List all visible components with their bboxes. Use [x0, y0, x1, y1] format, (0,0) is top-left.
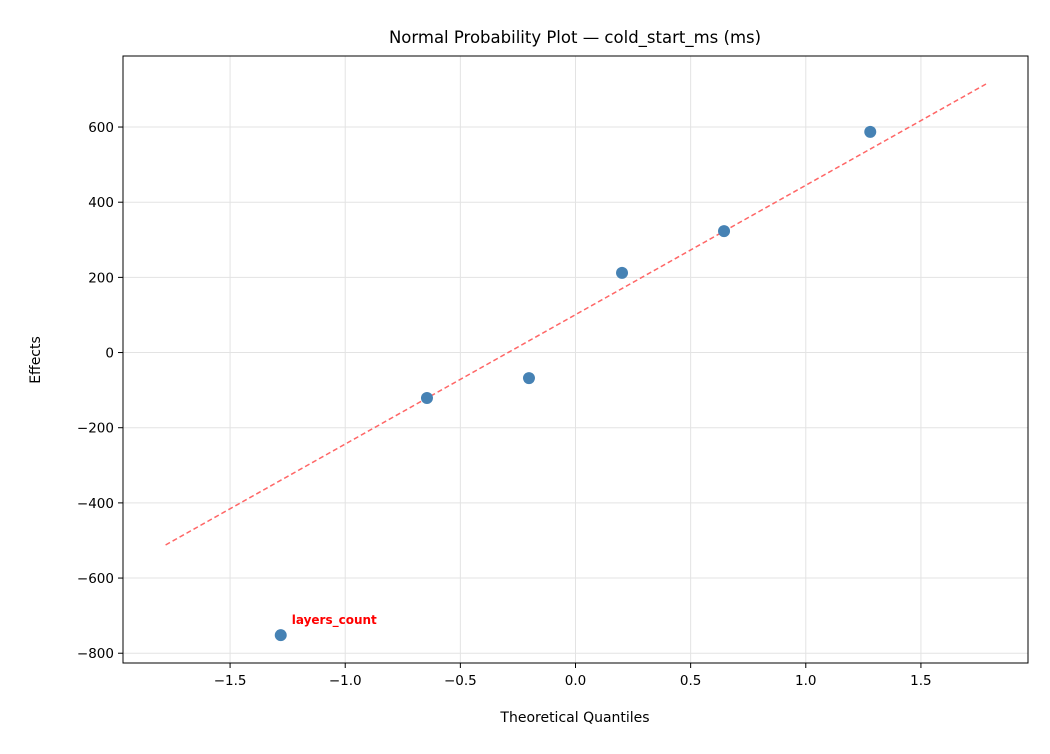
y-tick-label: 400: [88, 195, 114, 211]
chart-title: Normal Probability Plot — cold_start_ms …: [389, 28, 761, 48]
x-tick-label: −1.5: [214, 673, 247, 689]
y-tick-label: −600: [77, 571, 114, 587]
x-tick-label: 1.0: [795, 673, 816, 689]
data-point: [616, 266, 629, 279]
data-point: [522, 372, 535, 385]
data-point: [718, 225, 731, 238]
y-tick-label: 0: [105, 346, 114, 362]
data-point: [864, 125, 877, 138]
y-axis-label: Effects: [28, 336, 44, 384]
x-tick-label: −0.5: [444, 673, 477, 689]
x-tick-label: 1.5: [910, 673, 931, 689]
y-tick-label: −400: [77, 496, 114, 512]
y-tick-label: 600: [88, 120, 114, 136]
y-tick-label: −200: [77, 421, 114, 437]
x-tick-label: 0.0: [565, 673, 586, 689]
x-tick-label: 0.5: [680, 673, 701, 689]
annotation-label: layers_count: [292, 613, 377, 628]
y-tick-label: 200: [88, 270, 114, 286]
y-tick-label: −800: [77, 646, 114, 662]
data-point: [420, 392, 433, 405]
reference-line: [165, 82, 989, 546]
x-axis-label: Theoretical Quantiles: [499, 710, 649, 726]
data-point: [274, 629, 287, 642]
x-tick-label: −1.0: [329, 673, 362, 689]
